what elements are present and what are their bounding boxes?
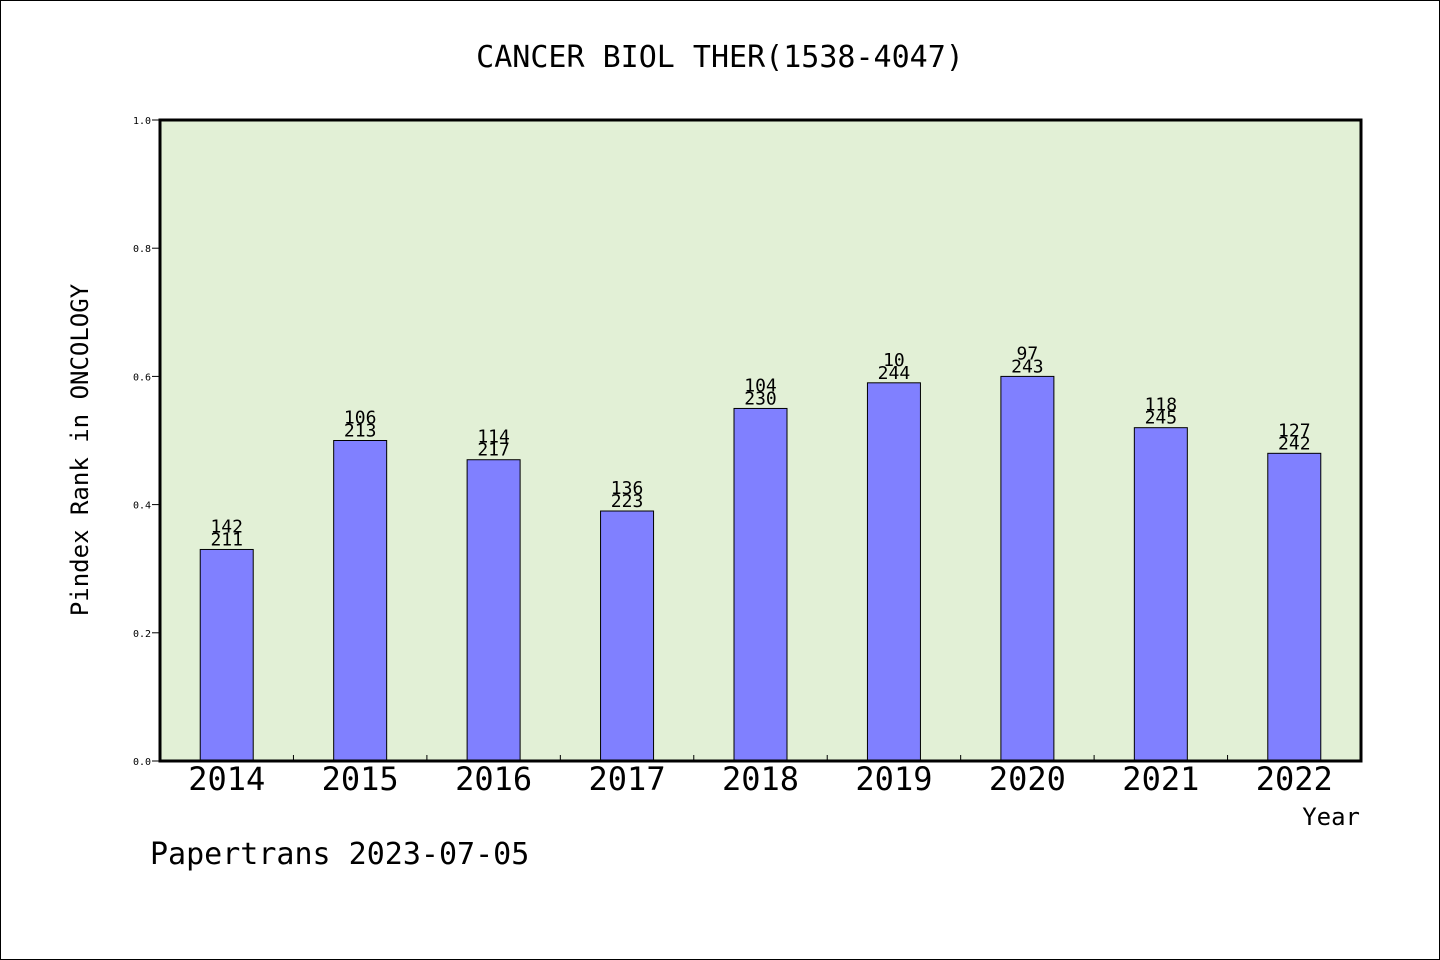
x-tick-label: 2022 [1256, 760, 1333, 798]
bar [333, 440, 388, 762]
bar-label-top: 142 [210, 516, 243, 537]
bar [1267, 452, 1322, 762]
bar [1000, 375, 1055, 762]
y-tick-label: 0.0 [133, 757, 151, 768]
bar [199, 548, 254, 762]
x-tick-label: 2017 [589, 760, 666, 798]
y-tick-label: 0.6 [133, 372, 151, 383]
bar-label-top: 118 [1145, 395, 1178, 416]
bar-label-bottom: 244 [878, 363, 911, 384]
bar-label-top: 136 [611, 478, 644, 499]
y-tick-label: 0.8 [133, 244, 151, 255]
y-axis: 0.0 0.2 0.4 0.6 0.8 1.0 [133, 116, 160, 768]
x-tick-label: 2016 [455, 760, 532, 798]
x-tick-label: 2019 [855, 760, 932, 798]
bar-label-bottom: 243 [1011, 356, 1044, 377]
x-axis-label: Year [1302, 803, 1360, 831]
bar-label-bottom: 230 [744, 388, 777, 409]
bar-label-bottom: 242 [1278, 433, 1311, 454]
bar-label-bottom: 223 [611, 491, 644, 512]
y-tick-label: 1.0 [133, 116, 151, 127]
bar-label-top: 97 [1017, 343, 1039, 364]
x-tick-label: 2018 [722, 760, 799, 798]
x-tick-label: 2015 [322, 760, 399, 798]
bar [866, 382, 921, 762]
bar [466, 459, 521, 762]
bar-label-top: 104 [744, 375, 777, 396]
bar-label-top: 10 [883, 350, 905, 371]
y-tick-label: 0.2 [133, 629, 151, 640]
plot-border [158, 118, 1363, 763]
bar [600, 510, 655, 762]
x-tick-label: 2021 [1122, 760, 1199, 798]
bar [1133, 427, 1188, 762]
footer-stamp: Papertrans 2023-07-05 [150, 837, 529, 872]
y-axis-label: Pindex Rank in ONCOLOGY [66, 283, 94, 616]
y-tick-label: 0.4 [133, 501, 151, 512]
bar-label-top: 106 [344, 408, 377, 429]
x-tick-label: 2014 [188, 760, 265, 798]
bar-label-bottom: 213 [344, 421, 377, 442]
bar-label-top: 114 [477, 427, 510, 448]
bar [733, 407, 788, 762]
x-tick-label: 2020 [989, 760, 1066, 798]
bar-label-bottom: 245 [1145, 408, 1178, 429]
x-axis: 2014 2015 2016 2017 2018 2019 2020 2021 2022 [188, 755, 1333, 798]
chart-title: CANCER BIOL THER(1538-4047) [476, 40, 964, 75]
bar-label-top: 127 [1278, 420, 1311, 441]
bar-label-bottom: 211 [210, 529, 243, 550]
bar-label-bottom: 217 [477, 440, 510, 461]
